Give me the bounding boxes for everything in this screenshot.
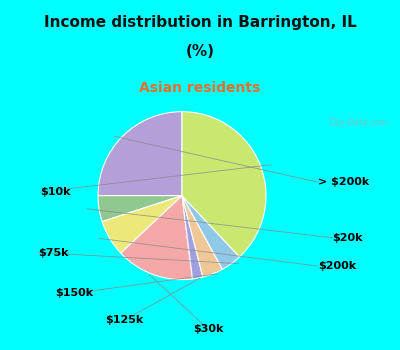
Wedge shape xyxy=(182,196,203,279)
Text: Income distribution in Barrington, IL: Income distribution in Barrington, IL xyxy=(44,15,356,30)
Text: $75k: $75k xyxy=(38,247,68,258)
Text: City-Data.com: City-Data.com xyxy=(328,118,388,127)
Text: $150k: $150k xyxy=(55,288,93,298)
Text: Asian residents: Asian residents xyxy=(139,81,261,95)
Wedge shape xyxy=(182,112,266,257)
Text: > $200k: > $200k xyxy=(318,177,369,187)
Wedge shape xyxy=(121,196,192,280)
Wedge shape xyxy=(182,196,222,277)
Text: $200k: $200k xyxy=(318,261,356,271)
Text: $20k: $20k xyxy=(332,233,362,243)
Text: $10k: $10k xyxy=(40,187,70,197)
Text: (%): (%) xyxy=(186,44,214,59)
Wedge shape xyxy=(102,196,182,253)
Text: $30k: $30k xyxy=(193,324,223,334)
Wedge shape xyxy=(98,196,182,222)
Text: $125k: $125k xyxy=(105,315,143,326)
Wedge shape xyxy=(182,196,240,269)
Wedge shape xyxy=(98,112,182,196)
